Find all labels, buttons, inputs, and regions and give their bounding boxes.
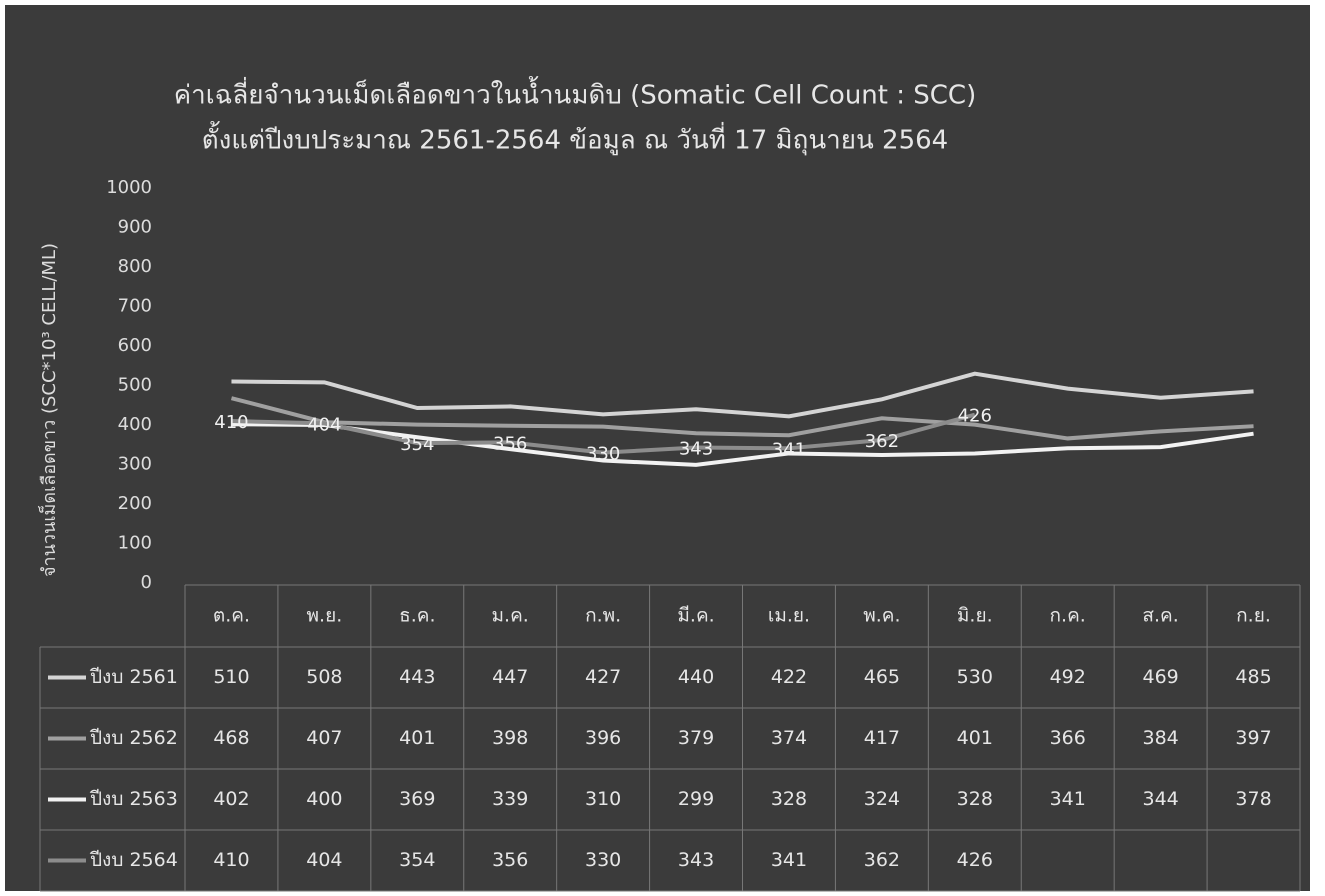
y-tick-label: 400 xyxy=(118,414,152,435)
chart-subtitle: ตั้งแต่ปีงบประมาณ 2561-2564 ข้อมูล ณ วัน… xyxy=(202,121,948,156)
table-cell: 310 xyxy=(585,788,621,810)
data-label: 410 xyxy=(214,412,248,433)
y-tick-label: 300 xyxy=(118,454,152,475)
y-tick-label: 500 xyxy=(118,375,152,396)
table-cell: 443 xyxy=(399,666,435,688)
table-cell: 366 xyxy=(1050,727,1086,749)
y-tick-label: 700 xyxy=(118,296,152,317)
x-tick-label: ก.ค. xyxy=(1050,605,1086,627)
series-line xyxy=(231,422,1254,467)
table-cell: 369 xyxy=(399,788,435,810)
table-cell: 354 xyxy=(399,849,435,871)
x-tick-label: พ.ค. xyxy=(863,605,900,627)
table-cell: 407 xyxy=(306,727,342,749)
table-cell: 400 xyxy=(306,788,342,810)
x-tick-label: ธ.ค. xyxy=(399,605,435,627)
data-label: 354 xyxy=(400,434,434,455)
x-tick-label: ก.ย. xyxy=(1236,605,1271,627)
y-tick-label: 600 xyxy=(118,335,152,356)
table-cell: 422 xyxy=(771,666,807,688)
x-tick-label: มี.ค. xyxy=(677,605,714,627)
y-tick-label: 800 xyxy=(118,256,152,277)
table-cell: 378 xyxy=(1235,788,1271,810)
x-tick-label: ส.ค. xyxy=(1142,605,1178,627)
table-cell: 341 xyxy=(1050,788,1086,810)
legend-label: ปีงบ 2564 xyxy=(89,849,178,871)
table-cell: 299 xyxy=(678,788,714,810)
chart-title: ค่าเฉลี่ยจำนวนเม็ดเลือดขาวในน้ำนมดิบ (So… xyxy=(174,76,976,111)
x-tick-label: ม.ค. xyxy=(492,605,529,627)
table-cell: 401 xyxy=(399,727,435,749)
table-cell: 469 xyxy=(1142,666,1178,688)
x-tick-label: ต.ค. xyxy=(213,605,250,627)
table-cell: 328 xyxy=(957,788,993,810)
table-cell: 328 xyxy=(771,788,807,810)
table-cell: 330 xyxy=(585,849,621,871)
table-cell: 468 xyxy=(213,727,249,749)
table-cell: 356 xyxy=(492,849,528,871)
data-label: 330 xyxy=(586,444,620,465)
data-label: 404 xyxy=(307,414,341,435)
data-label: 426 xyxy=(958,406,992,427)
table-cell: 401 xyxy=(957,727,993,749)
table-cell: 339 xyxy=(492,788,528,810)
table-cell: 440 xyxy=(678,666,714,688)
y-tick-label: 900 xyxy=(118,217,152,238)
table-cell: 530 xyxy=(957,666,993,688)
table-cell: 417 xyxy=(864,727,900,749)
y-tick-label: 100 xyxy=(118,533,152,554)
table-cell: 510 xyxy=(213,666,249,688)
data-label: 362 xyxy=(865,431,899,452)
y-tick-label: 200 xyxy=(118,493,152,514)
table-cell: 324 xyxy=(864,788,900,810)
series-line xyxy=(231,371,1254,419)
x-tick-label: มิ.ย. xyxy=(957,605,993,627)
legend-label: ปีงบ 2562 xyxy=(89,727,178,749)
y-axis-label: จำนวนเม็ดเลือดขาว (SCC*10³ CELL/ML) xyxy=(37,243,60,577)
table-cell: 508 xyxy=(306,666,342,688)
y-tick-label: 1000 xyxy=(106,177,152,198)
table-cell: 447 xyxy=(492,666,528,688)
table-cell: 465 xyxy=(864,666,900,688)
data-label: 356 xyxy=(493,433,527,454)
data-label: 341 xyxy=(772,439,806,460)
table-cell: 343 xyxy=(678,849,714,871)
table-cell: 485 xyxy=(1235,666,1271,688)
y-tick-label: 0 xyxy=(141,572,152,593)
table-cell: 344 xyxy=(1142,788,1178,810)
table-cell: 397 xyxy=(1235,727,1271,749)
x-tick-label: ก.พ. xyxy=(585,605,621,627)
table-cell: 427 xyxy=(585,666,621,688)
table-cell: 396 xyxy=(585,727,621,749)
table-cell: 384 xyxy=(1142,727,1178,749)
table-cell: 426 xyxy=(957,849,993,871)
series-line xyxy=(231,412,976,455)
table-cell: 402 xyxy=(213,788,249,810)
data-label: 343 xyxy=(679,439,713,460)
table-cell: 362 xyxy=(864,849,900,871)
table-cell: 492 xyxy=(1050,666,1086,688)
x-tick-label: เม.ย. xyxy=(768,605,810,627)
legend-label: ปีงบ 2561 xyxy=(89,666,178,688)
table-cell: 341 xyxy=(771,849,807,871)
series-line xyxy=(230,396,1254,441)
table-cell: 374 xyxy=(771,727,807,749)
table-cell: 410 xyxy=(213,849,249,871)
table-cell: 398 xyxy=(492,727,528,749)
legend-label: ปีงบ 2563 xyxy=(89,788,178,810)
x-tick-label: พ.ย. xyxy=(307,605,343,627)
table-cell: 404 xyxy=(306,849,342,871)
table-cell: 379 xyxy=(678,727,714,749)
